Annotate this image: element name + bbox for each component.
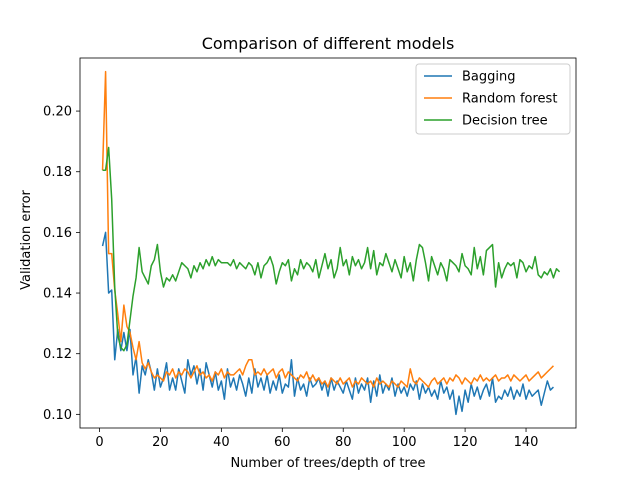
y-tick-label: 0.12 xyxy=(43,347,72,362)
y-tick-label: 0.10 xyxy=(43,408,72,423)
legend-label: Random forest xyxy=(462,92,557,107)
legend: Bagging Random forest Decision tree xyxy=(415,63,571,135)
x-tick-label: 120 xyxy=(453,435,478,450)
legend-box xyxy=(415,63,571,135)
y-tick-label: 0.14 xyxy=(43,287,72,302)
series-line-bagging xyxy=(101,231,554,416)
x-tick-label: 20 xyxy=(152,435,169,450)
y-tick-label: 0.18 xyxy=(43,165,72,180)
y-tick-label: 0.20 xyxy=(43,105,72,120)
series-line-decision-tree xyxy=(102,146,561,352)
y-axis: 0.10 0.12 0.14 0.16 0.18 0.20 xyxy=(43,105,80,423)
plot-area xyxy=(79,57,577,429)
x-axis-label: Number of trees/depth of tree xyxy=(230,456,425,471)
legend-label: Decision tree xyxy=(462,114,548,129)
x-tick-label: 80 xyxy=(335,435,352,450)
y-tick-label: 0.16 xyxy=(43,226,72,241)
x-tick-label: 40 xyxy=(213,435,230,450)
x-tick-label: 60 xyxy=(274,435,291,450)
x-tick-label: 100 xyxy=(392,435,417,450)
series-line-random-forest xyxy=(101,70,554,388)
x-axis: 0 20 40 60 80 100 120 140 xyxy=(95,428,538,450)
x-tick-label: 0 xyxy=(95,435,103,450)
legend-label: Bagging xyxy=(462,70,516,85)
x-tick-label: 140 xyxy=(514,435,539,450)
y-axis-label: Validation error xyxy=(19,189,34,289)
chart-title: Comparison of different models xyxy=(202,34,455,53)
axes-frame xyxy=(79,57,577,429)
